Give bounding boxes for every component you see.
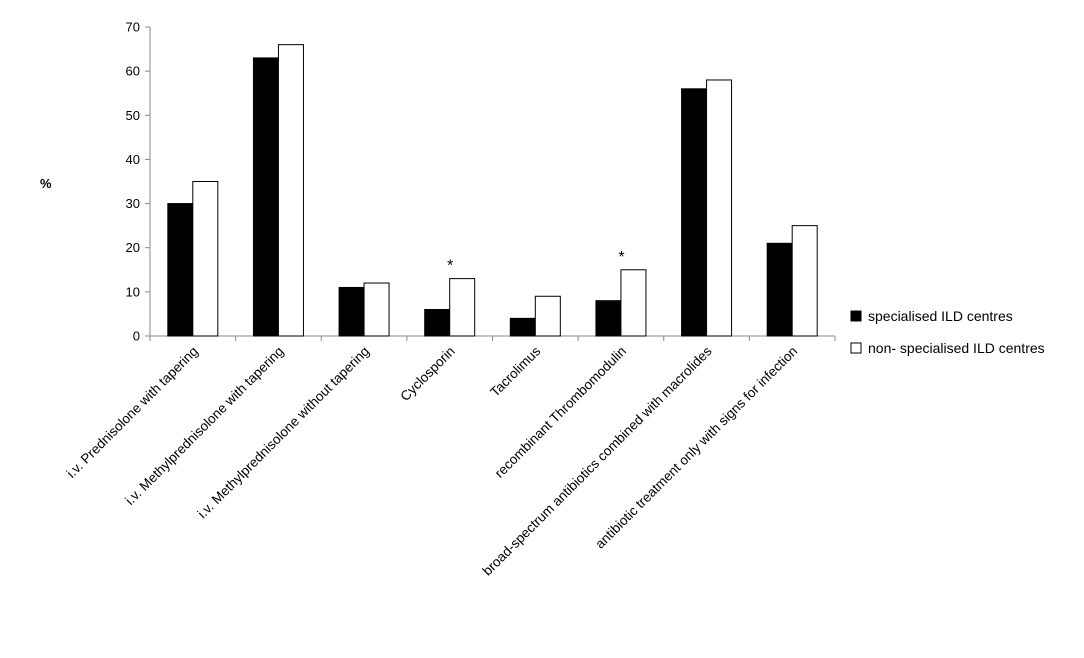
y-tick-label: 40	[126, 152, 140, 167]
y-tick-label: 50	[126, 108, 140, 123]
legend-swatch-specialised	[850, 310, 862, 322]
bar-non-specialised	[620, 269, 647, 337]
bar-specialised	[424, 309, 451, 337]
bar-specialised	[338, 286, 365, 337]
bar-non-specialised	[706, 79, 733, 337]
bars	[167, 44, 818, 337]
x-category-label: i.v. Methylprednisolone without tapering	[195, 344, 373, 522]
legend-swatch-non-specialised	[850, 342, 862, 354]
bar-specialised	[252, 57, 279, 337]
bar-specialised	[595, 300, 622, 337]
annotations: **	[447, 249, 624, 275]
x-category-label: Cyclosporin	[397, 344, 457, 404]
x-category-label: antibiotic treatment only with signs for…	[592, 344, 800, 552]
y-tick-label: 70	[126, 20, 140, 35]
bar-non-specialised	[363, 282, 390, 337]
bar-specialised	[681, 88, 708, 337]
significance-asterisk: *	[618, 249, 624, 266]
significance-asterisk: *	[447, 258, 453, 275]
bar-specialised	[509, 317, 536, 337]
bar-non-specialised	[192, 181, 219, 337]
bar-non-specialised	[534, 295, 561, 337]
bar-non-specialised	[449, 278, 476, 337]
y-tick-label: 60	[126, 64, 140, 79]
y-tick-label: 0	[133, 329, 140, 344]
bar-non-specialised	[791, 225, 818, 337]
y-axis-title: %	[40, 176, 52, 191]
legend-label-specialised: specialised ILD centres	[868, 308, 1013, 324]
y-tick-label: 20	[126, 240, 140, 255]
bar-specialised	[766, 242, 793, 337]
y-tick-label: 10	[126, 284, 140, 299]
legend: specialised ILD centres non- specialised…	[850, 308, 1045, 356]
y-tick-label: 30	[126, 196, 140, 211]
x-category-label: Tacrolimus	[487, 343, 543, 399]
legend-label-non-specialised: non- specialised ILD centres	[868, 340, 1045, 356]
bar-non-specialised	[277, 44, 304, 337]
x-category-label: i.v. Methylprednisolone with tapering	[122, 344, 286, 508]
bar-specialised	[167, 203, 194, 337]
